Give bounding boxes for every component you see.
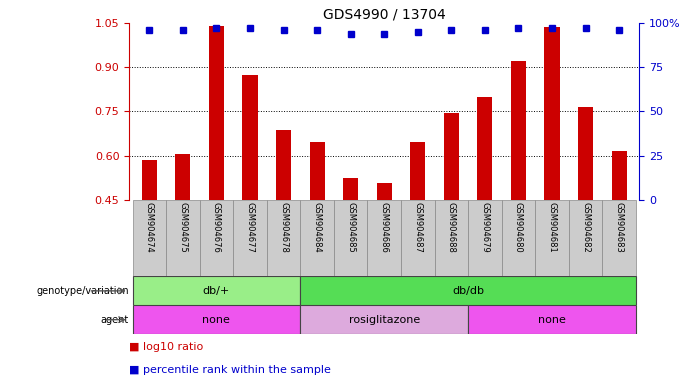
Text: rosiglitazone: rosiglitazone [349,314,420,325]
Bar [301,276,636,305]
Title: GDS4990 / 13704: GDS4990 / 13704 [323,8,445,22]
Bar [243,74,258,200]
Text: ■ log10 ratio: ■ log10 ratio [129,342,203,352]
Text: ■ percentile rank within the sample: ■ percentile rank within the sample [129,365,331,375]
Bar [468,200,502,276]
Text: GSM904676: GSM904676 [212,202,221,253]
Text: GSM904679: GSM904679 [480,202,490,253]
Text: db/+: db/+ [203,286,230,296]
Bar [611,151,626,200]
Bar [545,28,560,200]
Bar [309,142,324,200]
Bar [477,97,492,200]
Bar [276,131,291,200]
Text: genotype/variation: genotype/variation [36,286,129,296]
Bar [334,200,367,276]
Text: GSM904687: GSM904687 [413,202,422,253]
Bar [578,107,593,200]
Text: GSM904681: GSM904681 [547,202,556,253]
Text: GSM904685: GSM904685 [346,202,355,253]
Text: GSM904686: GSM904686 [379,202,389,253]
Bar [602,200,636,276]
Bar [568,200,602,276]
Text: GSM904675: GSM904675 [178,202,188,253]
Text: db/db: db/db [452,286,484,296]
Bar [175,154,190,200]
Bar [367,200,401,276]
Bar [233,200,267,276]
Bar [133,200,166,276]
Bar [410,142,425,200]
Bar [133,305,301,334]
Bar [401,200,435,276]
Bar [200,200,233,276]
Bar [511,61,526,200]
Bar [301,200,334,276]
Text: GSM904688: GSM904688 [447,202,456,253]
Bar [301,305,468,334]
Text: GSM904678: GSM904678 [279,202,288,253]
Text: GSM904680: GSM904680 [514,202,523,253]
Bar [267,200,301,276]
Text: GSM904684: GSM904684 [313,202,322,253]
Text: GSM904677: GSM904677 [245,202,254,253]
Bar [377,184,392,200]
Bar [468,305,636,334]
Text: GSM904674: GSM904674 [145,202,154,253]
Bar [535,200,568,276]
Bar [444,113,459,200]
Text: GSM904683: GSM904683 [615,202,624,253]
Text: none: none [538,314,566,325]
Bar [209,26,224,200]
Bar [166,200,200,276]
Text: agent: agent [101,314,129,325]
Text: GSM904682: GSM904682 [581,202,590,253]
Bar [502,200,535,276]
Bar [142,160,157,200]
Bar [343,177,358,200]
Bar [435,200,468,276]
Text: none: none [203,314,231,325]
Bar [133,276,301,305]
